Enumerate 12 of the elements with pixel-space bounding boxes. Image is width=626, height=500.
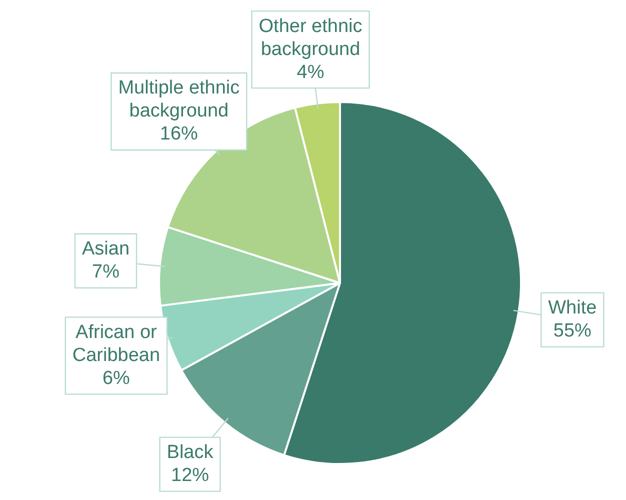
- data-label: 55%: [553, 320, 592, 342]
- data-label: 7%: [92, 262, 120, 283]
- slice-label: White: [548, 298, 597, 319]
- slice-label: Black: [166, 442, 214, 464]
- data-label: 16%: [160, 124, 198, 145]
- data-label: 6%: [102, 368, 130, 389]
- slice-label: African or Caribbean: [72, 322, 160, 366]
- slice-label: Other ethnic background: [258, 16, 362, 60]
- slice-label: Multiple ethnic background: [118, 78, 240, 122]
- data-label: 12%: [171, 465, 210, 486]
- data-label: 4%: [296, 62, 324, 83]
- slice-label: Asian: [82, 238, 130, 260]
